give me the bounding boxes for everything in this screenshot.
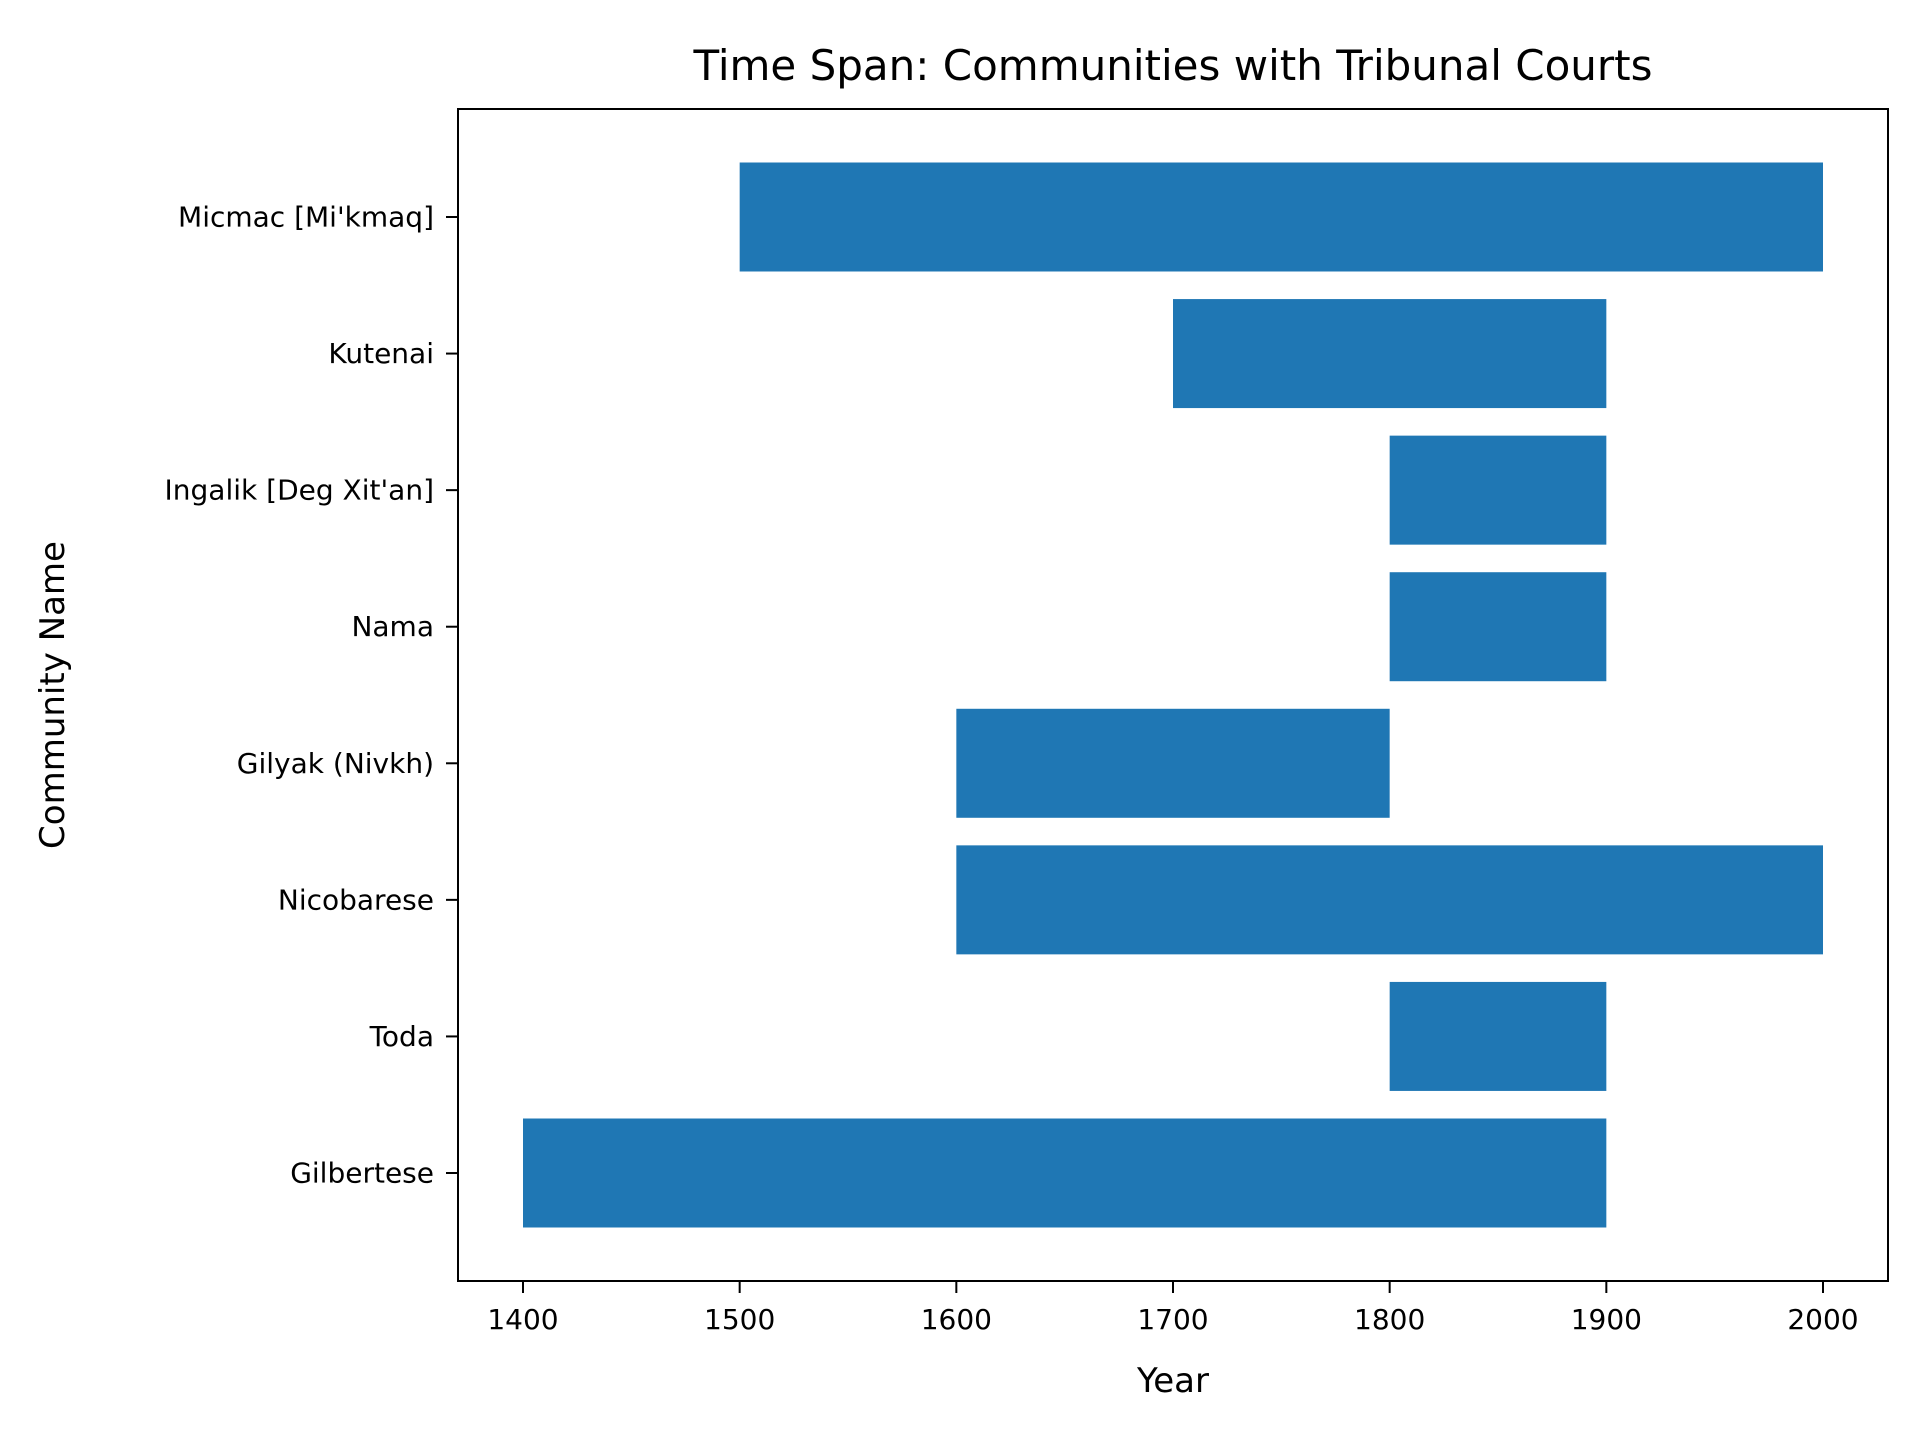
- y-tick-label-7: Gilbertese: [290, 1157, 434, 1190]
- bar-2: [1389, 435, 1607, 545]
- y-tick-label-4: Gilyak (Nivkh): [237, 747, 434, 780]
- y-tick-label-6: Toda: [369, 1020, 434, 1053]
- x-tick-label-5: 1900: [1571, 1303, 1642, 1336]
- x-tick-label-6: 2000: [1787, 1303, 1858, 1336]
- y-tick-label-3: Nama: [351, 610, 434, 643]
- bar-3: [1389, 572, 1607, 682]
- bar-0: [739, 162, 1823, 272]
- bar-1: [1173, 299, 1607, 409]
- x-tick-label-2: 1600: [921, 1303, 992, 1336]
- y-tick-label-2: Ingalik [Deg Xit'an]: [165, 474, 434, 507]
- y-axis-ticks: Micmac [Mi'kmaq] Kutenai Ingalik [Deg Xit'…: [165, 201, 458, 1190]
- x-axis-label: Year: [1136, 1361, 1209, 1401]
- bar-4: [956, 708, 1390, 818]
- bar-6: [1389, 981, 1607, 1091]
- bar-5: [956, 845, 1823, 955]
- bars-group: [523, 162, 1823, 1228]
- y-tick-label-5: Nicobarese: [278, 883, 434, 916]
- y-axis-label: Community Name: [33, 541, 73, 849]
- x-tick-label-4: 1800: [1354, 1303, 1425, 1336]
- chart-title: Time Span: Communities with Tribunal Cou…: [692, 41, 1652, 90]
- x-tick-label-0: 1400: [487, 1303, 558, 1336]
- x-axis-ticks: 1400 1500 1600 1700 1800 1900 2000: [487, 1281, 1859, 1336]
- x-tick-label-3: 1700: [1137, 1303, 1208, 1336]
- x-tick-label-1: 1500: [704, 1303, 775, 1336]
- bar-7: [523, 1118, 1607, 1228]
- y-tick-label-0: Micmac [Mi'kmaq]: [178, 201, 434, 234]
- y-tick-label-1: Kutenai: [328, 337, 434, 370]
- axes-frame: [457, 108, 1889, 1282]
